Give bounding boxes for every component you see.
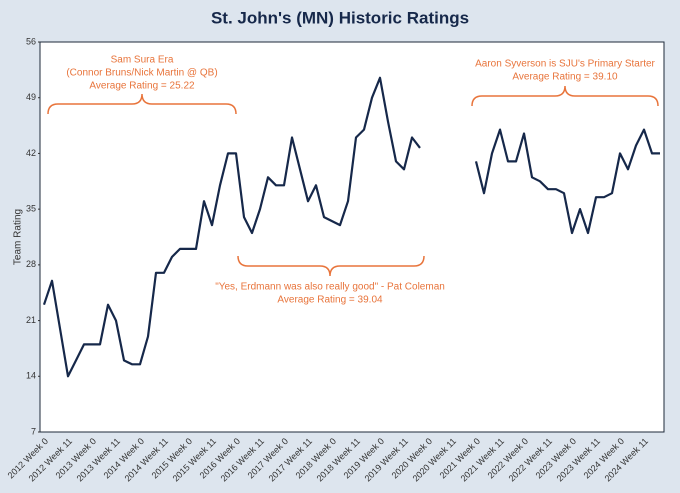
brace bbox=[47, 93, 237, 115]
y-tick-label: 14 bbox=[26, 371, 36, 381]
annotation: "Yes, Erdmann was also really good" - Pa… bbox=[215, 282, 445, 293]
annotation: Sam Sura Era bbox=[111, 55, 174, 66]
y-tick-label: 21 bbox=[26, 315, 36, 325]
y-tick-label: 35 bbox=[26, 204, 36, 214]
brace bbox=[237, 255, 425, 277]
brace bbox=[471, 85, 659, 107]
y-tick-label: 49 bbox=[26, 92, 36, 102]
annotation: Average Rating = 25.22 bbox=[89, 81, 195, 92]
line bbox=[42, 76, 660, 378]
y-axis-label: Team Rating bbox=[13, 209, 24, 265]
braces bbox=[47, 85, 659, 277]
y-tick-label: 56 bbox=[26, 36, 36, 46]
annotation: Aaron Syverson is SJU's Primary Starter bbox=[475, 59, 655, 70]
annotation: Average Rating = 39.10 bbox=[512, 72, 618, 83]
annotation: Average Rating = 39.04 bbox=[277, 295, 383, 306]
y-tick-label: 28 bbox=[26, 259, 36, 269]
y-tick-label: 42 bbox=[26, 148, 36, 158]
y-tick-label: 7 bbox=[31, 426, 36, 436]
annotation: (Connor Bruns/Nick Martin @ QB) bbox=[66, 68, 217, 79]
chart-title: St. John's (MN) Historic Ratings bbox=[211, 8, 469, 27]
plot-area bbox=[39, 41, 665, 433]
